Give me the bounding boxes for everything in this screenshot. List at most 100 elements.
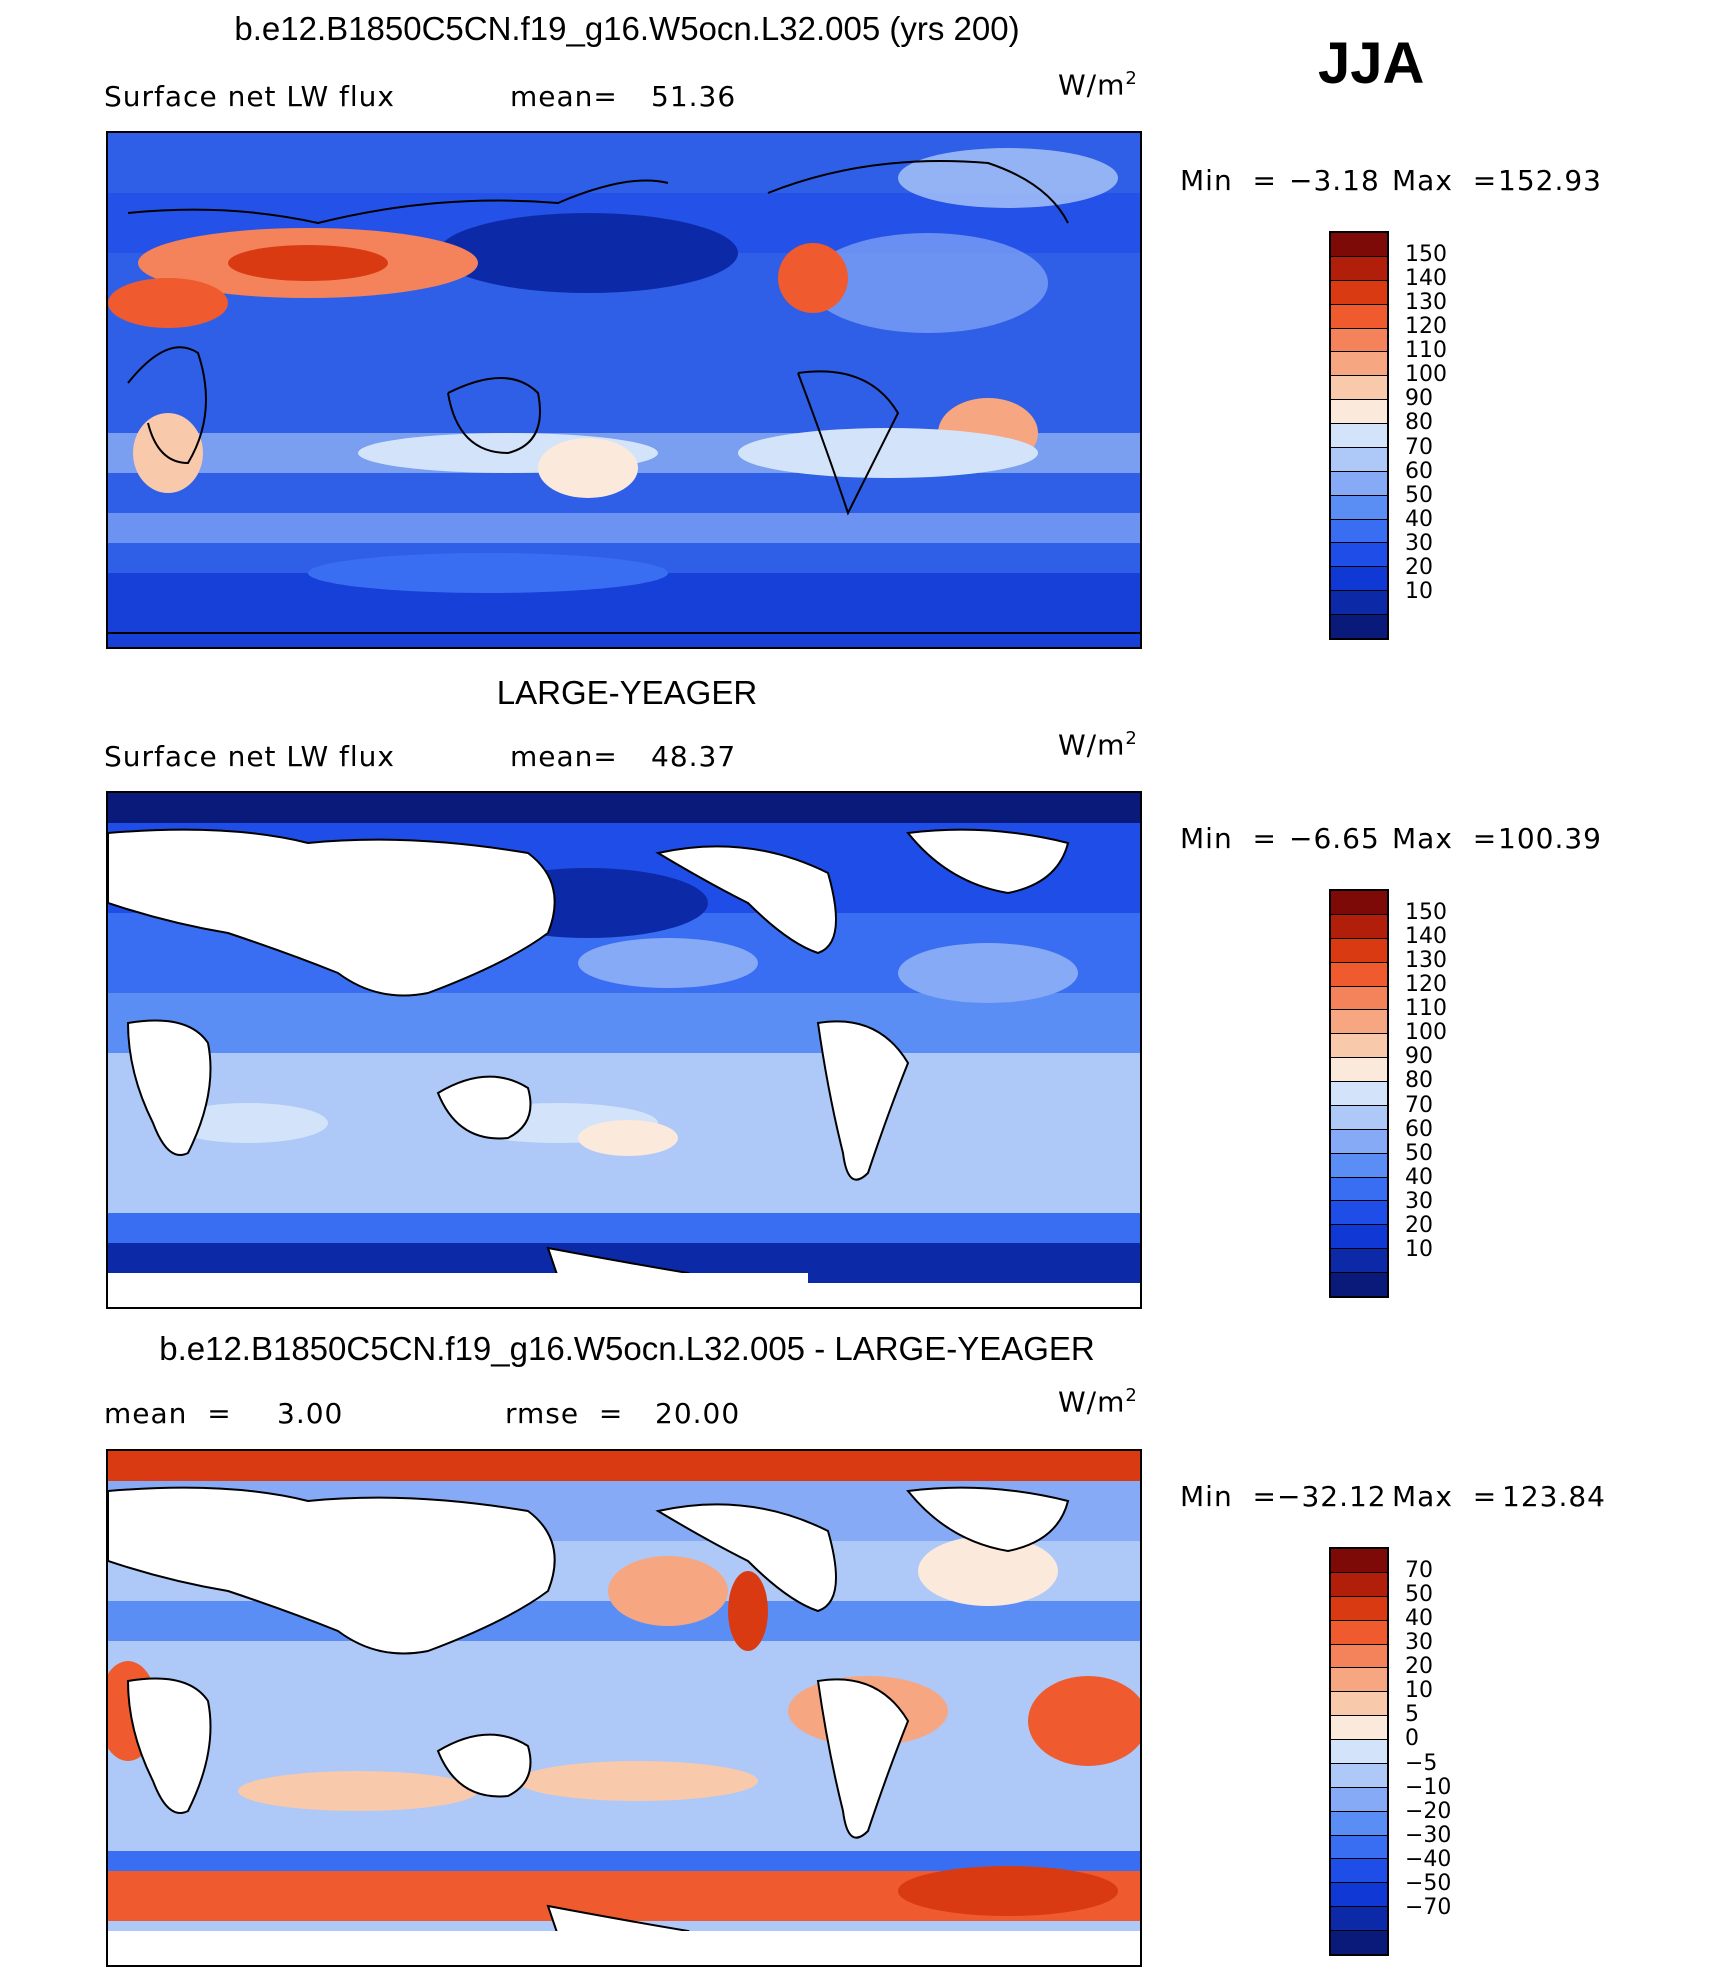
- panel3-mean-label: mean =: [104, 1397, 232, 1430]
- colorbar-segment: [1331, 1834, 1387, 1859]
- panel2-mean-label: mean=: [510, 740, 618, 773]
- panel2-min-label: Min =: [1180, 822, 1277, 855]
- colorbar-tick-label: 60: [1405, 1116, 1433, 1142]
- colorbar-tick-label: 130: [1405, 948, 1447, 974]
- colorbar-tick-label: 40: [1405, 1606, 1433, 1632]
- colorbar-tick-label: 50: [1405, 1582, 1433, 1608]
- colorbar-segment: [1331, 1739, 1387, 1763]
- colorbar-segment: [1331, 1882, 1387, 1907]
- colorbar-segment: [1331, 279, 1387, 304]
- colorbar-tick-label: 50: [1405, 1140, 1433, 1166]
- colorbar-segment: [1331, 351, 1387, 376]
- panel1-units: W/m2: [1058, 68, 1138, 102]
- colorbar-segment: [1331, 1786, 1387, 1811]
- colorbar-segment: [1331, 375, 1387, 400]
- colorbar-segment: [1331, 1906, 1387, 1930]
- panel1-variable: Surface net LW flux: [104, 80, 395, 113]
- panel1-max-value: 152.93: [1498, 164, 1602, 197]
- colorbar-segment: [1331, 1858, 1387, 1883]
- colorbar-tick-label: 0: [1405, 1726, 1419, 1752]
- colorbar-tick-label: −70: [1405, 1894, 1452, 1920]
- panel3-colorbar: [1329, 1547, 1389, 1956]
- colorbar-tick-label: 5: [1405, 1702, 1419, 1728]
- colorbar-tick-label: 40: [1405, 1164, 1433, 1190]
- colorbar-tick-label: −50: [1405, 1870, 1452, 1896]
- colorbar-segment: [1331, 1128, 1387, 1153]
- colorbar-segment: [1331, 1643, 1387, 1668]
- colorbar-tick-label: 100: [1405, 1020, 1447, 1046]
- colorbar-tick-label: −10: [1405, 1774, 1452, 1800]
- colorbar-tick-label: −20: [1405, 1798, 1452, 1824]
- colorbar-tick-label: 30: [1405, 1188, 1433, 1214]
- panel2-colorbar: [1329, 889, 1389, 1298]
- colorbar-segment: [1331, 1104, 1387, 1129]
- panel3-min-value: −32.12: [1277, 1480, 1387, 1513]
- colorbar-segment: [1331, 937, 1387, 962]
- colorbar-segment: [1331, 518, 1387, 543]
- colorbar-segment: [1331, 255, 1387, 280]
- colorbar-segment: [1331, 985, 1387, 1010]
- colorbar-tick-label: −40: [1405, 1846, 1452, 1872]
- colorbar-tick-label: 100: [1405, 362, 1447, 388]
- panel3-min-label: Min =: [1180, 1480, 1277, 1513]
- colorbar-tick-label: 80: [1405, 1068, 1433, 1094]
- colorbar-tick-label: 30: [1405, 1630, 1433, 1656]
- colorbar-segment: [1331, 1224, 1387, 1249]
- panel3-max-value: 123.84: [1502, 1480, 1606, 1513]
- colorbar-tick-label: −30: [1405, 1822, 1452, 1848]
- colorbar-tick-label: 20: [1405, 554, 1433, 580]
- colorbar-segment: [1331, 1571, 1387, 1596]
- colorbar-segment: [1331, 1762, 1387, 1787]
- colorbar-tick-label: 90: [1405, 1044, 1433, 1070]
- colorbar-segment: [1331, 327, 1387, 352]
- colorbar-tick-label: 70: [1405, 434, 1433, 460]
- panel1-mean-value: 51.36: [651, 80, 737, 113]
- colorbar-tick-label: 10: [1405, 1678, 1433, 1704]
- panel1-max-label: Max =: [1392, 164, 1498, 197]
- colorbar-tick-label: 80: [1405, 410, 1433, 436]
- panel3-map: [106, 1449, 1142, 1967]
- colorbar-tick-label: 140: [1405, 924, 1447, 950]
- season-label: JJA: [1318, 31, 1425, 96]
- colorbar-segment: [1331, 233, 1387, 256]
- colorbar-segment: [1331, 891, 1387, 914]
- panel1-min-value: −3.18: [1289, 164, 1380, 197]
- colorbar-segment: [1331, 913, 1387, 938]
- colorbar-segment: [1331, 1009, 1387, 1034]
- colorbar-tick-label: 150: [1405, 242, 1447, 268]
- colorbar-tick-label: 60: [1405, 458, 1433, 484]
- panel3-rmse-label: rmse =: [505, 1397, 624, 1430]
- colorbar-tick-label: 140: [1405, 266, 1447, 292]
- colorbar-segment: [1331, 1248, 1387, 1272]
- colorbar-segment: [1331, 1549, 1387, 1572]
- panel2-variable: Surface net LW flux: [104, 740, 395, 773]
- colorbar-segment: [1331, 1619, 1387, 1644]
- panel2-title: LARGE-YEAGER: [496, 674, 758, 711]
- panel1-colorbar: [1329, 231, 1389, 640]
- colorbar-segment: [1331, 1595, 1387, 1620]
- colorbar-segment: [1331, 1033, 1387, 1058]
- colorbar-tick-label: 120: [1405, 972, 1447, 998]
- colorbar-tick-label: 130: [1405, 290, 1447, 316]
- colorbar-segment: [1331, 303, 1387, 328]
- colorbar-tick-label: −5: [1405, 1750, 1438, 1776]
- colorbar-tick-label: 70: [1405, 1092, 1433, 1118]
- colorbar-tick-label: 50: [1405, 482, 1433, 508]
- colorbar-segment: [1331, 494, 1387, 519]
- colorbar-segment: [1331, 961, 1387, 986]
- colorbar-tick-label: 70: [1405, 1558, 1433, 1584]
- colorbar-segment: [1331, 590, 1387, 614]
- colorbar-segment: [1331, 1715, 1387, 1739]
- panel3-mean-value: 3.00: [277, 1397, 344, 1430]
- colorbar-segment: [1331, 423, 1387, 447]
- panel1-title: b.e12.B1850C5CN.f19_g16.W5ocn.L32.005 (y…: [234, 10, 1020, 47]
- colorbar-tick-label: 120: [1405, 314, 1447, 340]
- panel2-map: [106, 791, 1142, 1309]
- colorbar-segment: [1331, 470, 1387, 495]
- panel1-map: [106, 131, 1142, 649]
- colorbar-tick-label: 10: [1405, 578, 1433, 604]
- colorbar-segment: [1331, 1152, 1387, 1177]
- panel2-max-value: 100.39: [1498, 822, 1602, 855]
- panel2-units: W/m2: [1058, 728, 1138, 762]
- colorbar-segment: [1331, 1810, 1387, 1835]
